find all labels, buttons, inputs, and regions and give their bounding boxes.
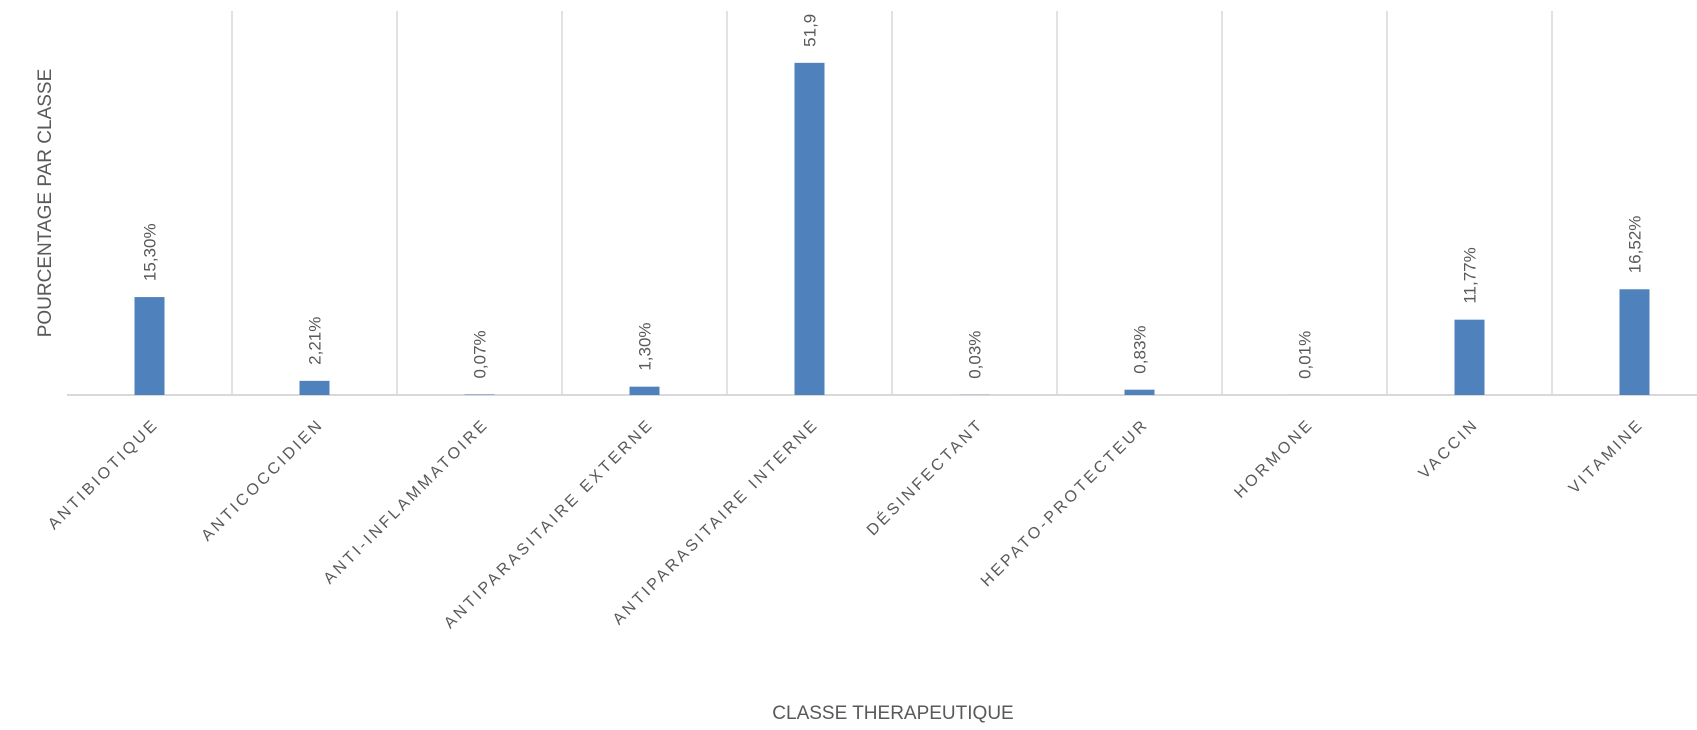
x-tick-label: ANTI-INFLAMMATOIRE — [321, 416, 493, 588]
value-label: 1,30% — [636, 322, 655, 370]
bar — [1620, 289, 1650, 395]
bar — [300, 381, 330, 395]
bar — [1125, 390, 1155, 395]
x-tick-label: ANTIBIOTIQUE — [45, 416, 162, 533]
bar — [630, 387, 660, 395]
y-axis-label: POURCENTAGE PAR CLASSE — [35, 69, 56, 338]
x-tick-label: DÉSINFECTANT — [863, 414, 988, 539]
value-label: 11,77% — [1461, 247, 1480, 303]
value-label: 16,52% — [1626, 216, 1645, 274]
value-label: 15,30% — [141, 223, 160, 281]
x-tick-label: ANTIPARASITAIRE INTERNE — [610, 416, 823, 629]
x-tick-label: HEPATO-PROTECTEUR — [978, 416, 1152, 590]
value-label: 51,9 — [801, 14, 820, 47]
chart: POURCENTAGE PAR CLASSE CLASSE THERAPEUTI… — [0, 0, 1697, 730]
value-label: 0,83% — [1131, 325, 1150, 373]
value-label: 0,03% — [966, 331, 985, 379]
x-tick-label: VACCIN — [1416, 416, 1483, 483]
value-label: 2,21% — [306, 317, 325, 365]
x-tick-label: ANTICOCCIDIEN — [198, 416, 327, 545]
value-label: 0,01% — [1296, 331, 1315, 379]
bar — [1455, 320, 1485, 395]
page: POURCENTAGE PAR CLASSE CLASSE THERAPEUTI… — [0, 0, 1697, 730]
x-tick-label: HORMONE — [1231, 416, 1317, 502]
x-tick-label: VITAMINE — [1566, 416, 1648, 498]
x-axis-label: CLASSE THERAPEUTIQUE — [772, 703, 1013, 724]
bar — [795, 63, 825, 395]
value-label: 0,07% — [471, 330, 490, 378]
x-tick-label: ANTIPARASITAIRE EXTERNE — [441, 416, 657, 632]
bar — [135, 297, 165, 395]
